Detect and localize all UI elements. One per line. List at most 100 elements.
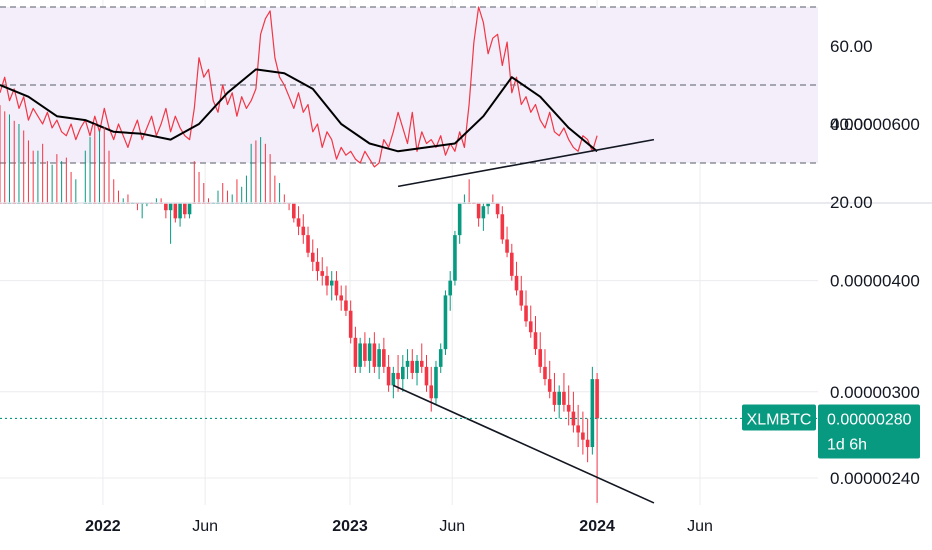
candle[interactable] [239,186,244,204]
candle[interactable] [235,179,239,204]
candle[interactable] [377,343,381,380]
candle-body [543,366,547,380]
candle[interactable] [481,203,486,231]
candle[interactable] [367,337,372,373]
candle[interactable] [401,354,405,392]
candle[interactable] [45,161,50,204]
candle[interactable] [434,360,438,405]
candle[interactable] [50,164,54,204]
candle-body [500,214,505,240]
candle[interactable] [552,372,557,412]
candle[interactable] [353,326,358,373]
candle[interactable] [296,206,301,236]
candle[interactable] [111,179,116,204]
candle[interactable] [310,239,315,272]
candle[interactable] [410,349,415,380]
symbol-tag-text: XLMBTC [747,411,812,428]
candle[interactable] [533,316,538,355]
candle[interactable] [429,366,434,412]
candle[interactable] [495,203,500,219]
candle[interactable] [524,290,528,327]
candle[interactable] [509,243,514,281]
candle[interactable] [325,266,329,296]
candle[interactable] [363,332,367,367]
candle[interactable] [419,343,424,373]
candle[interactable] [585,418,590,463]
candle[interactable] [225,190,230,204]
candle[interactable] [197,171,201,204]
candle[interactable] [69,171,73,204]
candle[interactable] [178,203,182,227]
candle[interactable] [287,203,291,211]
candle-body [363,343,367,361]
candle[interactable] [415,354,419,386]
candle[interactable] [590,366,595,455]
candle[interactable] [187,203,192,219]
candle[interactable] [339,285,343,311]
candle[interactable] [358,337,362,373]
candle[interactable] [405,349,410,380]
candle[interactable] [562,372,566,412]
price-trendline[interactable] [392,384,655,504]
candle[interactable] [547,360,552,399]
candle[interactable] [576,404,580,448]
candle[interactable] [424,354,429,392]
candle[interactable] [135,203,140,211]
candle[interactable] [273,175,277,204]
candle[interactable] [386,354,391,392]
candle[interactable] [505,226,509,258]
candle[interactable] [334,271,339,301]
candle[interactable] [453,230,457,286]
candle[interactable] [348,300,353,344]
candle[interactable] [581,411,585,455]
candle[interactable] [391,366,396,399]
candle[interactable] [59,161,64,204]
candle[interactable] [443,290,448,355]
candle[interactable] [382,337,386,373]
price-pane[interactable] [0,105,818,504]
candle[interactable] [183,203,187,219]
candle[interactable] [140,203,144,219]
candle[interactable] [438,343,443,373]
rsi-axis-label: 60.00 [830,37,873,56]
candle[interactable] [315,248,320,281]
candle[interactable] [514,261,519,296]
candle[interactable] [164,203,168,219]
rsi-pane[interactable] [0,6,818,188]
candle[interactable] [306,226,310,258]
candle[interactable] [538,332,543,373]
candle[interactable] [301,214,306,244]
candle[interactable] [528,305,533,338]
candle[interactable] [344,285,348,317]
candle[interactable] [519,275,524,311]
candle[interactable] [292,203,296,223]
candle[interactable] [64,157,69,204]
candle[interactable] [168,203,173,244]
candle[interactable] [277,183,282,204]
candle[interactable] [543,349,547,386]
candle[interactable] [396,354,400,392]
candle[interactable] [320,257,325,286]
candle[interactable] [476,203,481,227]
candle-body [296,218,301,227]
candle[interactable] [329,271,334,301]
candle[interactable] [486,203,490,215]
candle[interactable] [116,190,121,204]
candle[interactable] [557,385,561,419]
candle[interactable] [74,179,78,204]
candle[interactable] [500,206,505,244]
candle[interactable] [595,372,599,503]
candle[interactable] [192,161,197,204]
candle[interactable] [571,391,576,433]
candle[interactable] [457,203,462,244]
candle[interactable] [173,203,178,223]
candle[interactable] [372,332,377,373]
candle[interactable] [448,271,452,311]
candle[interactable] [220,183,225,204]
candle[interactable] [467,179,471,204]
candle[interactable] [566,385,571,426]
candle[interactable] [216,190,220,204]
rsi-trendline[interactable] [397,138,655,188]
candle[interactable] [244,175,249,204]
